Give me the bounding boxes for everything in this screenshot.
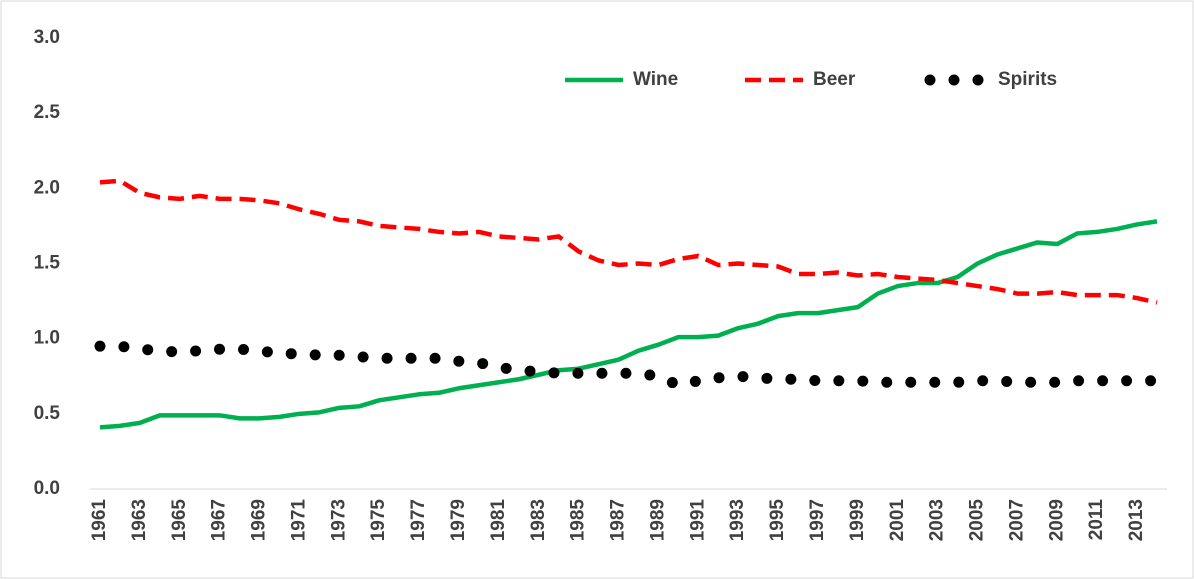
x-tick-label: 1985	[568, 499, 589, 542]
x-tick-label: 1977	[408, 499, 429, 541]
line-series	[94, 340, 1163, 392]
x-tick-label: 1995	[767, 499, 788, 542]
x-tick-label: 1965	[169, 499, 190, 542]
legend-label: Beer	[813, 69, 856, 90]
y-tick-label: 1.5	[34, 253, 61, 274]
x-tick-label: 2003	[927, 499, 948, 541]
x-tick-label: 2005	[967, 499, 988, 542]
x-tick-label: 1973	[328, 499, 349, 541]
x-tick-label: 1963	[129, 499, 150, 541]
y-tick-label: 1.0	[34, 328, 60, 349]
x-tick-label: 2013	[1126, 499, 1147, 541]
legend-label: Wine	[633, 69, 678, 90]
x-tick-label: 2001	[887, 499, 908, 542]
x-tick-label: 1967	[209, 499, 230, 541]
x-tick-label: 1987	[608, 499, 629, 541]
x-tick-label: 2009	[1046, 499, 1067, 541]
x-tick-label: 1997	[807, 499, 828, 541]
y-tick-label: 2.0	[34, 177, 60, 198]
x-tick-label: 1961	[89, 499, 110, 542]
x-tick-label: 1999	[847, 499, 868, 541]
x-tick-label: 1983	[528, 499, 549, 541]
y-tick-label: 0.5	[34, 403, 61, 424]
x-tick-label: 1993	[727, 499, 748, 541]
x-tick-label: 2007	[1006, 499, 1027, 541]
legend-label: Spirits	[998, 69, 1057, 90]
y-tick-label: 3.0	[34, 27, 60, 48]
x-tick-label: 2011	[1086, 499, 1107, 541]
x-tick-label: 1989	[647, 499, 668, 541]
x-tick-label: 1971	[288, 499, 309, 542]
x-tick-label: 1991	[687, 499, 708, 542]
line-series	[99, 178, 1158, 305]
y-tick-label: 2.5	[34, 102, 61, 123]
x-tick-label: 1981	[488, 499, 509, 542]
x-tick-label: 1975	[368, 499, 389, 542]
y-tick-label: 0.0	[34, 478, 60, 499]
x-tick-label: 1979	[448, 499, 469, 541]
line-series	[99, 219, 1158, 430]
x-tick-label: 1969	[249, 499, 270, 541]
